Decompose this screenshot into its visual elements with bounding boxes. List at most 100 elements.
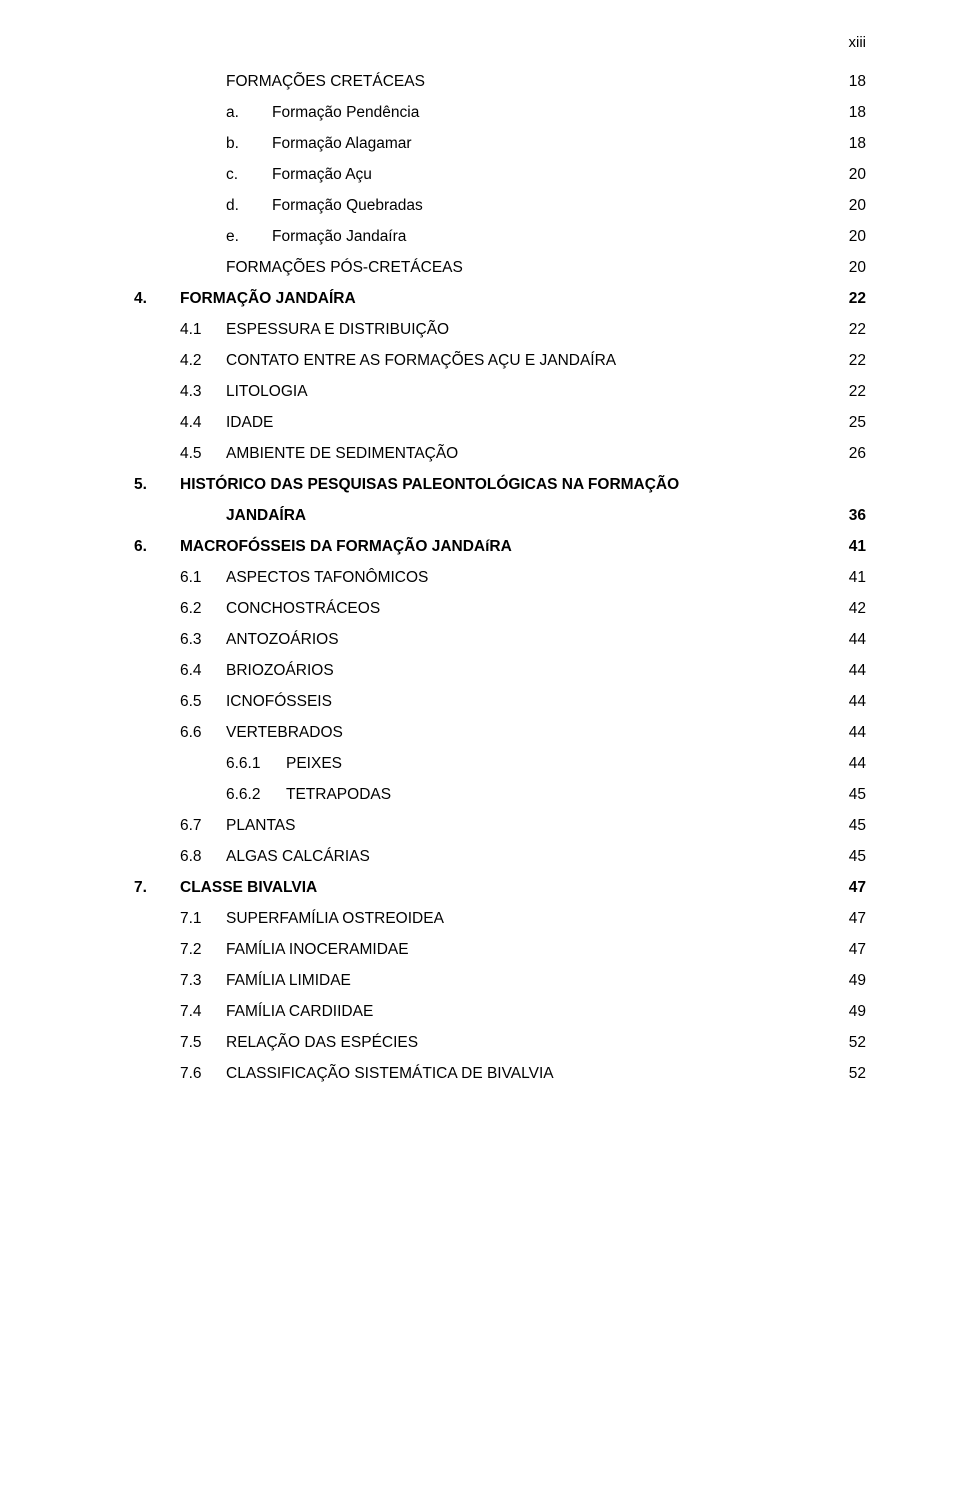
toc-row: 7.5RELAÇÃO DAS ESPÉCIES52 <box>134 1035 866 1051</box>
toc-entry-page: 22 <box>832 322 866 338</box>
toc-row: d.Formação Quebradas20 <box>134 198 866 214</box>
toc-row: 6.7PLANTAS 45 <box>134 818 866 834</box>
toc-entry-number: 6.6.1 <box>134 756 286 772</box>
toc-entry-number: 7.3 <box>134 973 226 989</box>
toc-row: 6.2CONCHOSTRÁCEOS42 <box>134 601 866 617</box>
toc-entry-title: CLASSIFICAÇÃO SISTEMÁTICA DE BIVALVIA <box>226 1066 554 1082</box>
toc-row: e.Formação Jandaíra 20 <box>134 229 866 245</box>
toc-entry-page: 41 <box>832 539 866 555</box>
toc-entry-number: 6.6 <box>134 725 226 741</box>
toc-row: 4.4IDADE25 <box>134 415 866 431</box>
toc-entry-title: VERTEBRADOS <box>226 725 343 741</box>
toc-entry-page: 45 <box>832 787 866 803</box>
toc-entry-page: 18 <box>832 105 866 121</box>
toc-entry-title: RELAÇÃO DAS ESPÉCIES <box>226 1035 418 1051</box>
toc-entry-title: SUPERFAMÍLIA OSTREOIDEA <box>226 911 444 927</box>
toc-entry-title: LITOLOGIA <box>226 384 308 400</box>
toc-entry-title: Formação Açu <box>272 167 372 183</box>
toc-entry-page: 26 <box>832 446 866 462</box>
toc-entry-page: 49 <box>832 1004 866 1020</box>
toc-entry-number: 6. <box>134 539 180 555</box>
toc-entry-page: 44 <box>832 725 866 741</box>
toc-entry-page: 47 <box>832 880 866 896</box>
toc-entry-number: 4.1 <box>134 322 226 338</box>
toc-row: FORMAÇÕES CRETÁCEAS18 <box>134 74 866 90</box>
toc-entry-title: FAMÍLIA LIMIDAE <box>226 973 351 989</box>
toc-entry-title: FORMAÇÕES CRETÁCEAS <box>226 74 425 90</box>
toc-entry-number: 7.1 <box>134 911 226 927</box>
toc-entry-number: a. <box>134 105 272 121</box>
toc-entry-title: ANTOZOÁRIOS <box>226 632 339 648</box>
toc-entry-number: 4. <box>134 291 180 307</box>
toc-entry-title: Formação Jandaíra <box>272 229 406 245</box>
toc-entry-number: 7.4 <box>134 1004 226 1020</box>
toc-entry-title: ICNOFÓSSEIS <box>226 694 332 710</box>
toc-entry-title: CONCHOSTRÁCEOS <box>226 601 380 617</box>
toc-entry-number: 6.3 <box>134 632 226 648</box>
toc-row: FORMAÇÕES PÓS-CRETÁCEAS 20 <box>134 260 866 276</box>
toc-entry-page: 44 <box>832 756 866 772</box>
toc-entry-page: 22 <box>832 384 866 400</box>
toc-entry-page: 20 <box>832 167 866 183</box>
toc-entry-title: HISTÓRICO DAS PESQUISAS PALEONTOLÓGICAS … <box>180 477 679 493</box>
toc-row: 6.1ASPECTOS TAFONÔMICOS41 <box>134 570 866 586</box>
toc-row: 4.3LITOLOGIA 22 <box>134 384 866 400</box>
toc-row: 6.MACROFÓSSEIS DA FORMAÇÃO JANDAíRA 41 <box>134 539 866 555</box>
toc-entry-title: PLANTAS <box>226 818 296 834</box>
toc-entry-page: 47 <box>832 942 866 958</box>
toc-entry-title: FORMAÇÕES PÓS-CRETÁCEAS <box>226 260 463 276</box>
toc-entry-title: CLASSE BIVALVIA <box>180 880 317 896</box>
toc-entry-page: 25 <box>832 415 866 431</box>
toc-entry-title: Formação Alagamar <box>272 136 412 152</box>
toc-row: 7.6CLASSIFICAÇÃO SISTEMÁTICA DE BIVALVIA… <box>134 1066 866 1082</box>
toc-entry-page: 22 <box>832 353 866 369</box>
toc-entry-number: b. <box>134 136 272 152</box>
page-number: xiii <box>849 34 867 51</box>
toc-row: 6.4BRIOZOÁRIOS44 <box>134 663 866 679</box>
toc-entry-title: JANDAÍRA <box>226 508 306 524</box>
toc-entry-title: ALGAS CALCÁRIAS <box>226 849 370 865</box>
toc-entry-number: e. <box>134 229 272 245</box>
toc-entry-number: 7.6 <box>134 1066 226 1082</box>
toc-entry-number: 6.6.2 <box>134 787 286 803</box>
toc-entry-title: ESPESSURA E DISTRIBUIÇÃO <box>226 322 449 338</box>
toc-entry-number: d. <box>134 198 272 214</box>
toc-entry-page: 36 <box>832 508 866 524</box>
toc-row: 6.6.1PEIXES44 <box>134 756 866 772</box>
toc-entry-number: 6.1 <box>134 570 226 586</box>
toc-entry-page: 47 <box>832 911 866 927</box>
document-page: xiii FORMAÇÕES CRETÁCEAS18a.Formação Pen… <box>0 0 960 1486</box>
table-of-contents: FORMAÇÕES CRETÁCEAS18a.Formação Pendênci… <box>134 74 866 1082</box>
toc-row: 6.6VERTEBRADOS 44 <box>134 725 866 741</box>
toc-entry-page: 42 <box>832 601 866 617</box>
toc-entry-number: 4.5 <box>134 446 226 462</box>
toc-entry-number: 6.5 <box>134 694 226 710</box>
toc-entry-page: 49 <box>832 973 866 989</box>
toc-entry-title: MACROFÓSSEIS DA FORMAÇÃO JANDAíRA <box>180 539 512 555</box>
toc-entry-number: 6.7 <box>134 818 226 834</box>
toc-row: 4.5AMBIENTE DE SEDIMENTAÇÃO26 <box>134 446 866 462</box>
toc-entry-number: 7. <box>134 880 180 896</box>
toc-entry-title: FORMAÇÃO JANDAÍRA <box>180 291 356 307</box>
toc-entry-page: 20 <box>832 198 866 214</box>
toc-entry-page: 20 <box>832 229 866 245</box>
toc-row: 6.5ICNOFÓSSEIS 44 <box>134 694 866 710</box>
toc-entry-number: 4.3 <box>134 384 226 400</box>
toc-entry-page: 44 <box>832 632 866 648</box>
toc-row: 6.6.2TETRAPODAS45 <box>134 787 866 803</box>
toc-row: b.Formação Alagamar 18 <box>134 136 866 152</box>
toc-entry-page: 45 <box>832 818 866 834</box>
toc-row: JANDAÍRA 36 <box>134 508 866 524</box>
toc-row: 4.1ESPESSURA E DISTRIBUIÇÃO 22 <box>134 322 866 338</box>
toc-entry-page: 20 <box>832 260 866 276</box>
toc-entry-number: 7.5 <box>134 1035 226 1051</box>
toc-row: a.Formação Pendência18 <box>134 105 866 121</box>
toc-entry-page: 18 <box>832 136 866 152</box>
toc-entry-page: 45 <box>832 849 866 865</box>
toc-entry-page: 44 <box>832 694 866 710</box>
toc-entry-page: 52 <box>832 1066 866 1082</box>
toc-row: 6.8ALGAS CALCÁRIAS45 <box>134 849 866 865</box>
toc-row: c.Formação Açu20 <box>134 167 866 183</box>
toc-row: 7.2FAMÍLIA INOCERAMIDAE47 <box>134 942 866 958</box>
toc-row: 7.3FAMÍLIA LIMIDAE 49 <box>134 973 866 989</box>
